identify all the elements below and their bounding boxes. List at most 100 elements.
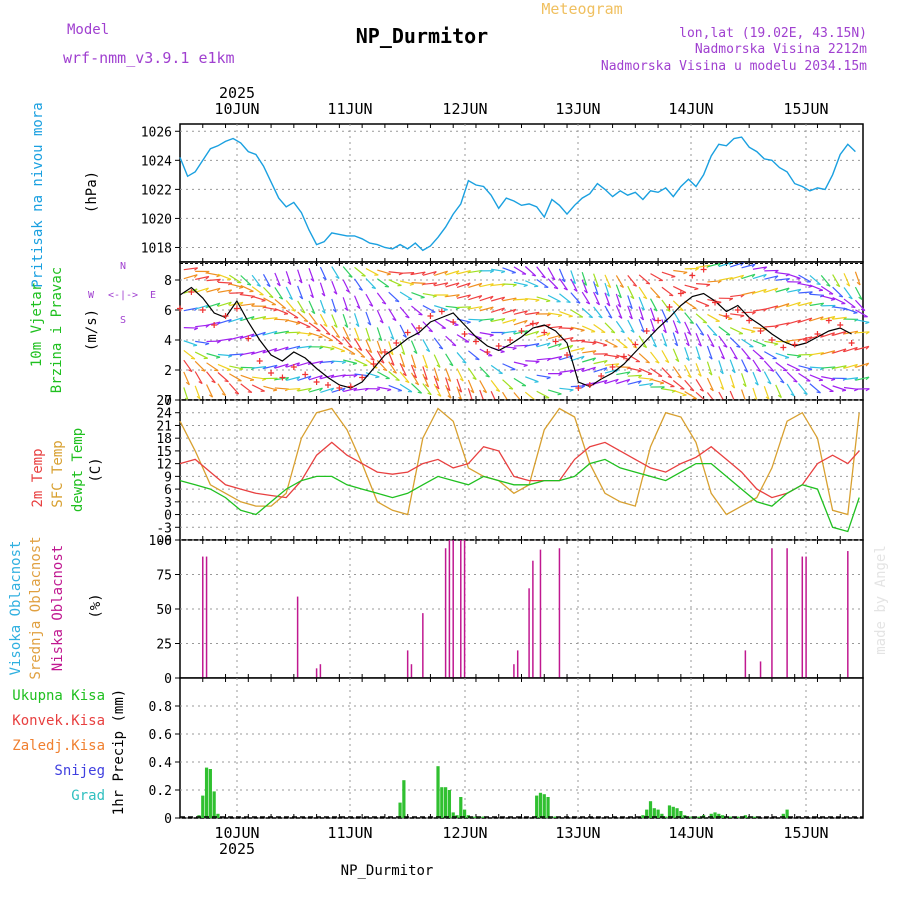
wind-arrow	[729, 374, 736, 389]
wind-arrow-head	[188, 369, 193, 373]
wind-arrow	[525, 343, 540, 347]
wind-arrow-head	[712, 333, 718, 337]
wind-arrow	[809, 302, 824, 307]
wind-arrow	[388, 361, 397, 374]
wind-arrow-head	[674, 330, 679, 335]
bottom-day-label: 11JUN	[327, 824, 372, 842]
precip-bar	[667, 805, 672, 818]
wind-arrow-head	[838, 295, 843, 298]
wind-arrow	[741, 263, 756, 269]
wind-arrow	[251, 274, 261, 287]
cloud-unit: (%)	[88, 593, 104, 618]
wind-arrow-head	[201, 369, 206, 372]
wind-arrow-head	[228, 301, 232, 306]
wind-arrow	[558, 278, 568, 291]
wind-arrow	[308, 332, 323, 338]
wind-arrow	[547, 294, 561, 303]
precip-bar	[664, 816, 668, 818]
wind-arrow-head	[588, 316, 593, 319]
wind-arrow-head	[501, 270, 506, 274]
wind-arrow	[763, 371, 772, 385]
wind-arrow-head	[311, 310, 316, 315]
wind-arrow-head	[418, 313, 423, 316]
wind-arrow-head	[651, 317, 656, 322]
wind-arrow-head	[511, 271, 516, 274]
wind-arrow-head	[478, 282, 483, 287]
wind-arrow-head	[558, 356, 563, 360]
wind-arrow-head	[557, 314, 563, 318]
wind-arrow-head	[382, 368, 388, 372]
wind-arrow-head	[378, 337, 383, 342]
bottom-day-label: 15JUN	[783, 824, 828, 842]
gust-marker	[632, 341, 639, 348]
wind-arrow	[319, 323, 331, 336]
wind-arrow	[502, 283, 517, 286]
wind-arrow-head	[687, 331, 692, 335]
wind-arrow	[262, 273, 271, 287]
wind-arrow	[206, 272, 221, 277]
wind-arrow-head	[610, 331, 615, 334]
wind-arrow-head	[512, 284, 517, 287]
wind-arrow	[229, 292, 244, 294]
wind-arrow-head	[856, 281, 861, 286]
wind-arrow-head	[667, 375, 672, 379]
gust-marker	[780, 344, 787, 351]
wind-arrow-head	[653, 308, 658, 312]
wind-arrow	[593, 367, 608, 373]
y-tick-label: 18	[156, 432, 172, 447]
y-tick-label: 0.8	[149, 700, 172, 715]
wind-arrow	[593, 379, 608, 385]
wind-arrow-head	[569, 337, 574, 341]
wind-arrow	[809, 275, 821, 286]
wind-arrow-head	[558, 373, 563, 377]
gust-marker	[359, 374, 366, 381]
svg-text:W: W	[88, 290, 95, 301]
compass-icon: N <-|-> W E S	[88, 261, 156, 326]
wind-arrow	[217, 363, 232, 371]
wind-arrow	[707, 262, 722, 268]
wind-arrow	[194, 371, 203, 384]
wind-arrow-head	[482, 390, 487, 394]
wind-arrow-head	[287, 281, 292, 285]
precip-bar	[698, 816, 702, 818]
wind-arrow	[718, 277, 733, 281]
wind-arrow-head	[378, 351, 383, 355]
wind-arrow-head	[759, 357, 764, 360]
wind-arrow	[695, 346, 701, 360]
wind-arrow	[319, 299, 326, 314]
wind-arrow	[274, 346, 289, 352]
wind-arrow-head	[746, 357, 751, 360]
wind-arrow	[229, 274, 242, 284]
wind-arrow	[752, 387, 758, 402]
wind-arrow	[525, 297, 540, 301]
wind-arrow-head	[535, 330, 540, 335]
wind-arrow	[536, 296, 551, 302]
gust-marker	[438, 308, 445, 315]
wind-arrow-head	[321, 310, 326, 314]
wind-arrow-head	[797, 301, 801, 306]
wind-arrow	[718, 345, 726, 360]
wind-arrow-head	[208, 394, 213, 398]
wind-arrow	[525, 311, 540, 316]
wind-arrow-head	[512, 308, 517, 313]
wind-arrow	[616, 378, 630, 385]
wind-arrow	[422, 373, 430, 388]
wind-arrow-head	[269, 295, 274, 299]
precip-bar	[656, 809, 660, 818]
wind-arrow-head	[865, 362, 870, 367]
y-tick-label: 0.4	[149, 756, 173, 771]
wind-arrow-head	[767, 381, 772, 385]
wind-arrow-head	[803, 392, 808, 395]
wind-arrow	[843, 377, 858, 381]
wind-arrow	[411, 383, 423, 394]
wind-arrow	[433, 319, 446, 329]
gust-marker	[177, 305, 183, 312]
wind-arrow	[285, 300, 296, 312]
gust-marker	[803, 337, 810, 343]
wind-arrow-head	[656, 295, 661, 299]
gust-marker	[814, 331, 821, 337]
wind-arrow	[354, 358, 368, 366]
y-tick-label: 6	[164, 483, 172, 498]
wind-arrow-head	[551, 277, 556, 281]
wind-arrow	[615, 293, 622, 308]
